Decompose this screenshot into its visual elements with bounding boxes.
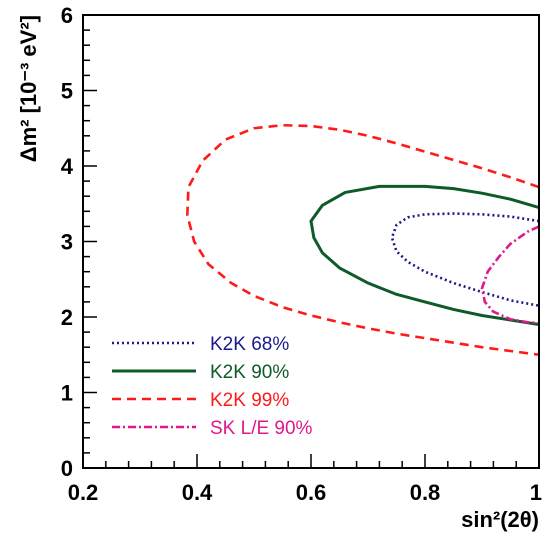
x-tick-label: 0.8 xyxy=(410,480,441,505)
tick-labels: 0.2 0.4 0.6 0.8 1 0 1 2 3 4 5 6 xyxy=(61,3,542,505)
plot-frame xyxy=(82,14,540,469)
y-tick-label: 6 xyxy=(61,3,73,28)
legend-label: K2K 68% xyxy=(210,334,289,355)
legend-label: K2K 90% xyxy=(210,362,289,383)
contour-sk-l-e-90 xyxy=(480,225,539,325)
contour-k2k-99 xyxy=(186,123,539,357)
y-tick-label: 1 xyxy=(61,381,73,406)
x-tick-label: 1 xyxy=(530,480,542,505)
y-tick-label: 5 xyxy=(61,79,73,104)
x-tick-label: 0.2 xyxy=(68,480,99,505)
x-axis-title: sin²(2θ) xyxy=(461,507,539,532)
contour-k2k-68 xyxy=(390,212,539,307)
legend: K2K 68% K2K 90% K2K 99% SK L/E 90% xyxy=(112,334,313,439)
y-axis-title: Δm² [10⁻³ eV²] xyxy=(16,15,41,162)
y-tick-label: 2 xyxy=(61,305,73,330)
axis-ticks xyxy=(82,14,540,469)
legend-label: K2K 99% xyxy=(210,390,289,411)
y-tick-label: 4 xyxy=(61,154,74,179)
x-tick-label: 0.6 xyxy=(296,480,327,505)
y-tick-label: 3 xyxy=(61,230,73,255)
x-tick-label: 0.4 xyxy=(182,480,213,505)
legend-label: SK L/E 90% xyxy=(210,418,313,439)
contour-k2k-90 xyxy=(309,184,539,327)
y-tick-label: 0 xyxy=(61,456,73,481)
contour-curves xyxy=(186,123,539,357)
